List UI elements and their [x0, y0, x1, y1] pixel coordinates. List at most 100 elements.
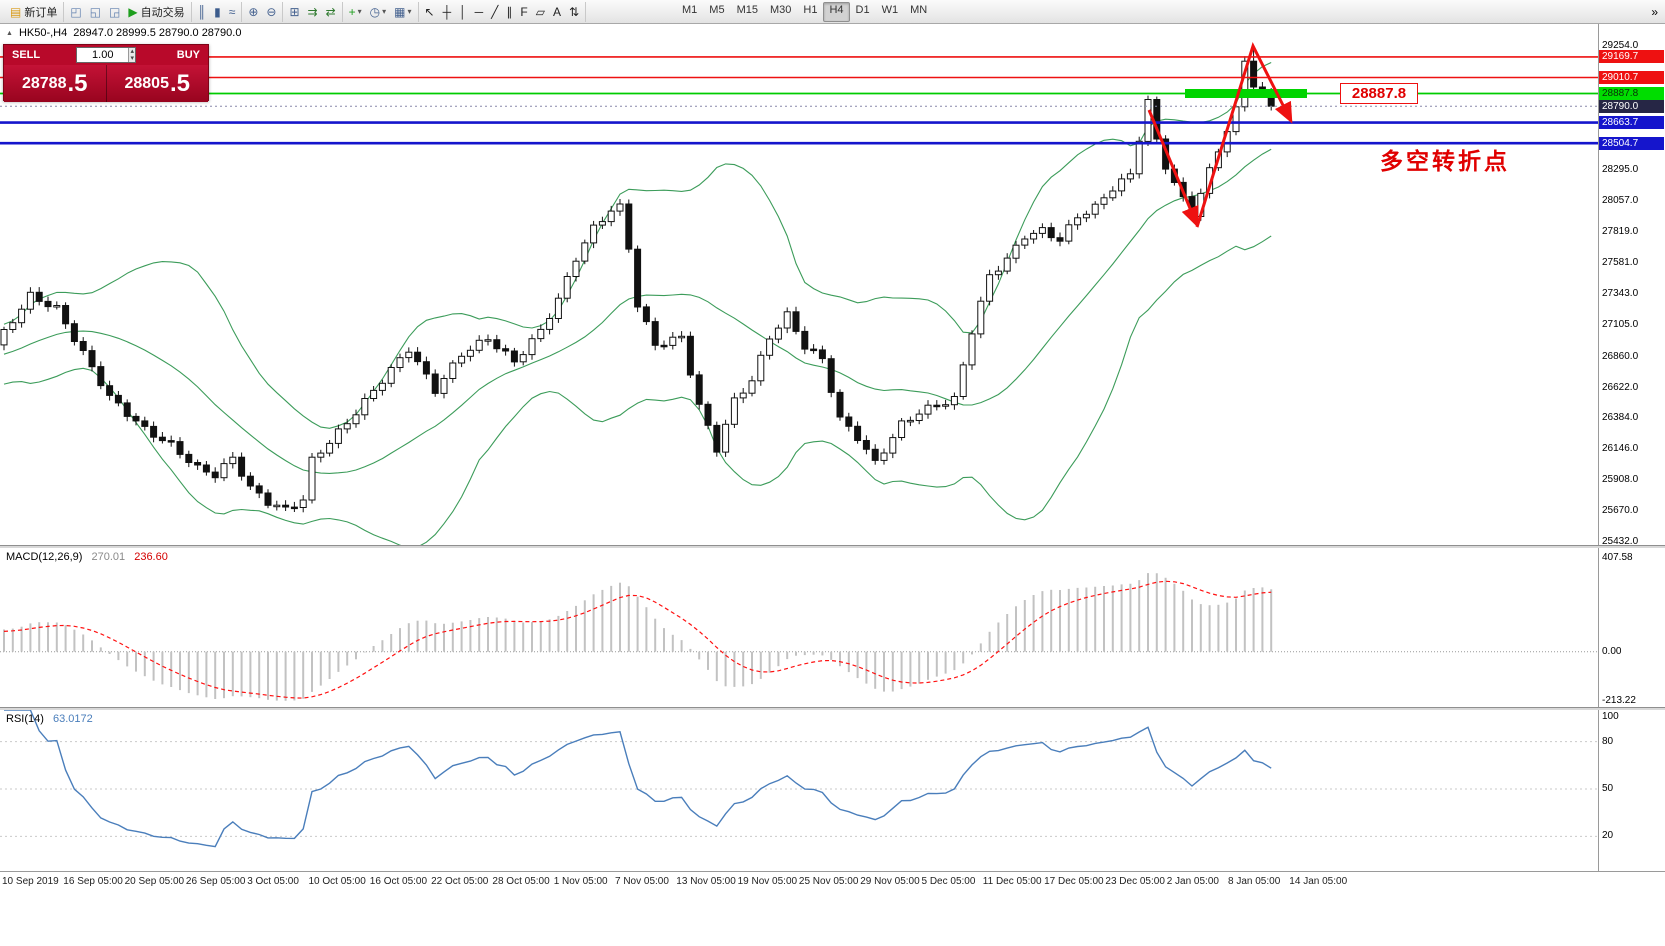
time-axis-label: 10 Sep 2019 [2, 876, 59, 887]
time-axis-label: 11 Dec 05:00 [982, 876, 1042, 887]
timeframe-m30-button[interactable]: M30 [769, 3, 792, 16]
time-axis-label: 29 Nov 05:00 [860, 876, 920, 887]
new-order-button[interactable]: ▤ 新订单 [6, 2, 61, 22]
autotrading-icon: ▶ [128, 4, 138, 19]
navigator-button[interactable]: ◲ [105, 2, 124, 22]
fibonacci-icon: F [520, 4, 528, 19]
timeframe-h4-button[interactable]: H4 [823, 1, 850, 22]
new-order-icon: ▤ [10, 4, 22, 19]
macd-signal-value: 236.60 [134, 551, 168, 563]
time-axis-label: 2 Jan 05:00 [1166, 876, 1219, 887]
trend-arrow-1[interactable] [1147, 109, 1199, 228]
auto-scroll-button[interactable]: ⇉ [304, 2, 322, 22]
volume-up-icon[interactable]: ▴ [130, 48, 134, 55]
time-axis-label: 17 Dec 05:00 [1044, 876, 1104, 887]
collapse-icon[interactable]: ▲ [6, 29, 13, 37]
tile-windows-icon: ⊞ [289, 4, 300, 19]
volume-down-icon[interactable]: ▾ [130, 55, 134, 62]
zoom-out-button[interactable]: ⊖ [262, 2, 280, 22]
timeframe-w1-button[interactable]: W1 [881, 3, 899, 16]
volume-spin-buttons[interactable]: ▴ ▾ [128, 48, 135, 62]
arrows-button[interactable]: ⇅ [565, 2, 583, 22]
vertical-line-button[interactable]: │ [455, 2, 471, 22]
data-window-button[interactable]: ◱ [86, 2, 105, 22]
timeframe-mn-button[interactable]: MN [910, 3, 928, 16]
bollinger-upper-band [3, 62, 1272, 429]
periods-caret-icon: ▾ [382, 7, 387, 16]
macd-histogram [3, 573, 1273, 701]
indicators-button[interactable]: + ▾ [345, 2, 366, 22]
zoom-in-button[interactable]: ⊕ [244, 2, 262, 22]
time-axis-label: 25 Nov 05:00 [798, 876, 859, 887]
macd-main-value: 270.01 [91, 551, 126, 563]
volume-value[interactable]: 1.00 [92, 49, 114, 61]
new-order-label: 新订单 [24, 6, 58, 19]
tile-windows-button[interactable]: ⊞ [285, 2, 303, 22]
templates-button[interactable]: ▦ ▾ [390, 2, 415, 22]
symbol-info: ▲ HK50-,H4 28947.0 28999.5 28790.0 28790… [6, 27, 241, 39]
pane-separator[interactable] [0, 545, 1665, 548]
macd-pane[interactable] [0, 548, 1598, 707]
next-chart-button[interactable]: » [1647, 2, 1662, 22]
time-axis-label: 26 Sep 05:00 [185, 876, 246, 887]
chart-bars-icon: ║ [197, 4, 207, 19]
trend-arrow-2[interactable] [1195, 42, 1293, 228]
sell-price-frac: .5 [67, 69, 88, 97]
trendline-icon: ╱ [491, 4, 499, 19]
channel-button[interactable]: ∥ [502, 2, 516, 22]
time-axis-label: 10 Oct 05:00 [308, 876, 366, 887]
timeframe-m15-button[interactable]: M15 [736, 3, 758, 16]
channel-icon: ∥ [506, 4, 513, 19]
zoom-in-icon: ⊕ [248, 4, 259, 19]
periods-button[interactable]: ◷ ▾ [366, 2, 391, 22]
time-axis-label: 8 Jan 05:00 [1228, 876, 1281, 887]
shapes-icon: ▱ [535, 4, 545, 19]
periods-icon: ◷ [369, 4, 381, 19]
time-axis-label: 14 Jan 05:00 [1289, 876, 1348, 887]
templates-caret-icon: ▾ [407, 7, 412, 16]
fibonacci-button[interactable]: F [516, 2, 531, 22]
timeframe-m5-button[interactable]: M5 [709, 3, 725, 16]
cursor-button[interactable]: ↖ [421, 2, 439, 22]
time-axis-label: 20 Sep 05:00 [124, 876, 185, 887]
chart-bars-button[interactable]: ║ [194, 2, 211, 22]
time-axis[interactable]: 10 Sep 2019 16 Sep 05:00 20 Sep 05:00 26 Se… [0, 871, 1665, 899]
main-chart[interactable] [0, 24, 1598, 545]
market-watch-button[interactable]: ◰ [66, 2, 85, 22]
chart-line-button[interactable]: ≈ [225, 2, 240, 22]
price-callout[interactable]: 28887.8 [1340, 83, 1418, 104]
text-button[interactable]: A [549, 2, 565, 22]
rsi-line [4, 710, 1272, 848]
time-axis-label: 3 Oct 05:00 [247, 876, 299, 887]
chart-shift-button[interactable]: ⇄ [322, 2, 340, 22]
candles [0, 45, 1275, 513]
time-axis-label: 13 Nov 05:00 [676, 876, 736, 887]
support-highlight-band[interactable] [1185, 89, 1307, 98]
time-axis-label: 16 Oct 05:00 [369, 876, 428, 887]
sell-button[interactable]: 28788.5 [4, 65, 107, 102]
shapes-button[interactable]: ▱ [532, 2, 549, 22]
horizontal-line-button[interactable]: ─ [471, 2, 488, 22]
bollinger-lower-band [3, 235, 1272, 545]
indicators-caret-icon: ▾ [357, 7, 362, 16]
templates-icon: ▦ [394, 4, 406, 19]
chart-candles-button[interactable]: ▮ [210, 2, 225, 22]
rsi-pane[interactable] [0, 710, 1598, 868]
turning-point-annotation[interactable]: 多空转折点 [1380, 148, 1510, 174]
price-axis[interactable] [1598, 24, 1665, 871]
trendline-button[interactable]: ╱ [487, 2, 502, 22]
volume-stepper[interactable]: 1.00 ▴ ▾ [76, 47, 136, 63]
timeframe-d1-button[interactable]: D1 [855, 3, 870, 16]
pane-separator[interactable] [0, 707, 1665, 710]
timeframe-m1-button[interactable]: M1 [682, 3, 698, 16]
rsi-indicator-label: RSI(14) 63.0172 [6, 713, 93, 725]
symbol-title: HK50-,H4 [18, 27, 68, 39]
timeframe-h1-button[interactable]: H1 [803, 3, 818, 16]
time-axis-label: 16 Sep 05:00 [63, 876, 123, 887]
time-axis-label: 19 Nov 05:00 [737, 876, 798, 887]
buy-side-label: BUY [176, 49, 200, 61]
crosshair-button[interactable]: ┼ [439, 2, 456, 22]
buy-button[interactable]: 28805.5 [106, 65, 208, 102]
autotrading-button[interactable]: ▶ 自动交易 [124, 2, 188, 22]
